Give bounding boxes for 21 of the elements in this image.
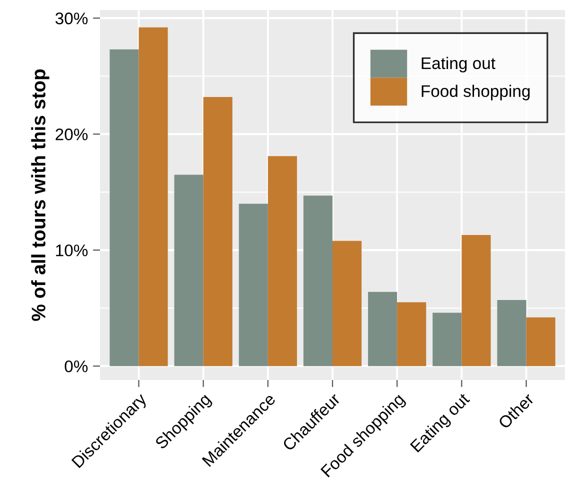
bar: [497, 300, 526, 366]
bar: [203, 96, 232, 366]
legend-label: Food shopping: [422, 84, 530, 100]
bar: [332, 240, 362, 366]
bar: [368, 292, 398, 366]
bar: [303, 196, 332, 366]
bar: [462, 235, 491, 366]
y-axis-title: % of all tours with this stop: [31, 69, 50, 321]
y-tick-label: 20%: [56, 128, 88, 140]
bar: [526, 317, 556, 366]
bar: [397, 302, 426, 366]
bar: [268, 156, 297, 366]
y-tick-label: 10%: [56, 244, 88, 256]
bar: [174, 174, 204, 366]
y-tick-label: 30%: [55, 12, 88, 24]
bar: [238, 204, 268, 366]
legend-label: Eating out: [422, 56, 496, 72]
bar: [138, 27, 168, 366]
bar: [110, 49, 139, 366]
bar: [432, 312, 462, 366]
y-tick-label: 0%: [64, 360, 88, 372]
